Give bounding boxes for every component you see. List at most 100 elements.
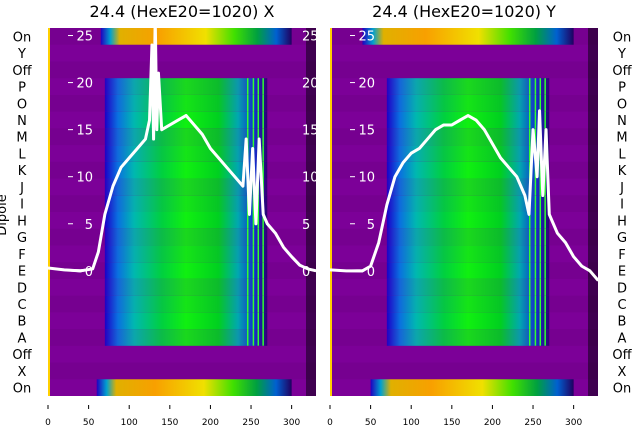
heatmap-stripe xyxy=(539,228,542,246)
heatmap-stripe xyxy=(534,245,537,263)
row-label-F: F xyxy=(618,248,625,263)
heatmap-stripe xyxy=(544,262,546,279)
heatmap-stripe xyxy=(252,128,255,146)
row-label-L: L xyxy=(18,147,26,162)
inner-y-tick-label: 20 xyxy=(358,77,375,92)
heatmap-row-Y xyxy=(48,44,316,62)
heatmap-cell-I xyxy=(386,195,550,213)
heatmap-cell-C xyxy=(104,295,268,313)
row-label-Y: Y xyxy=(17,47,26,62)
heatmap-stripe xyxy=(528,312,531,330)
inner-y-tick-label: 15 xyxy=(358,124,375,139)
heatmap-edge-dark xyxy=(306,28,316,396)
heatmap-stripe xyxy=(257,228,260,246)
heatmap-stripe xyxy=(262,128,264,146)
heatmap-panel-0: 0 0 5 5 10 10 15 15 20 20 25 25 xyxy=(48,28,319,396)
heatmap-stripe xyxy=(528,111,531,129)
heatmap-stripe xyxy=(252,212,255,229)
heatmap-stripe xyxy=(534,228,537,246)
heatmap-stripe xyxy=(539,312,542,330)
heatmap-cell-K xyxy=(386,161,550,180)
heatmap-stripe xyxy=(262,78,264,95)
heatmap-row-Off xyxy=(330,345,598,364)
row-label-M: M xyxy=(616,131,627,146)
signal-line xyxy=(48,28,316,272)
row-label-P: P xyxy=(618,81,626,96)
heatmap-stripe xyxy=(544,178,546,196)
heatmap-cell-A xyxy=(386,329,550,347)
inner-y-tick-label-right: 25 xyxy=(302,30,319,45)
row-label-N: N xyxy=(617,114,627,129)
row-label-H: H xyxy=(617,214,627,229)
heatmap-stripe xyxy=(246,212,249,229)
heatmap-stripe xyxy=(534,262,537,279)
x-tick-label: 250 xyxy=(242,418,259,428)
inner-y-tick-label: 5 xyxy=(85,218,93,233)
inner-y-tick-label: 10 xyxy=(76,171,93,186)
row-label-Off: Off xyxy=(612,64,632,79)
heatmap-stripe xyxy=(539,245,542,263)
heatmap-stripe xyxy=(544,78,546,95)
heatmap-cell-On xyxy=(100,28,292,46)
heatmap-stripe xyxy=(262,262,264,279)
heatmap-cell-E xyxy=(104,262,268,280)
heatmap-stripe xyxy=(252,262,255,279)
heatmap-stripe xyxy=(262,278,264,296)
heatmap-stripe xyxy=(262,295,264,313)
row-label-E: E xyxy=(18,265,26,280)
heatmap-cell-On xyxy=(96,379,292,396)
heatmap-stripe xyxy=(544,195,546,212)
inner-y-tick-label-right: 5 xyxy=(302,218,310,233)
heatmap-stripe xyxy=(262,245,264,263)
heatmap-stripe xyxy=(539,295,542,313)
inner-y-tick-label: 5 xyxy=(367,218,375,233)
heatmap-cell-J xyxy=(104,178,268,196)
heatmap-stripe xyxy=(252,78,255,95)
inner-y-tick-label-right: 20 xyxy=(302,77,319,92)
heatmap-stripe xyxy=(246,228,249,246)
heatmap-cell-L xyxy=(386,145,550,163)
x-tick-label: 0 xyxy=(45,418,51,428)
heatmap-stripe xyxy=(257,295,260,313)
heatmap-stripe xyxy=(246,78,249,95)
heatmap-stripe xyxy=(262,212,264,229)
x-tick-label: 200 xyxy=(484,418,501,428)
row-label-G: G xyxy=(617,231,627,246)
row-label-X: X xyxy=(618,365,627,380)
heatmap-cell-N xyxy=(386,111,550,129)
row-label-K: K xyxy=(18,164,27,179)
row-label-G: G xyxy=(17,231,27,246)
heatmap-stripe xyxy=(534,212,537,229)
heatmap-stripe xyxy=(539,94,542,112)
chart-title-0: 24.4 (HexE20=1020) X xyxy=(90,2,275,21)
heatmap-stripe xyxy=(252,111,255,129)
chart-title-1: 24.4 (HexE20=1020) Y xyxy=(372,2,556,21)
heatmap-stripe xyxy=(262,111,264,129)
heatmap-stripe xyxy=(257,278,260,296)
inner-y-tick-label: 20 xyxy=(76,77,93,92)
row-label-I: I xyxy=(20,198,24,213)
heatmap-stripe xyxy=(257,262,260,279)
heatmap-stripe xyxy=(252,329,255,346)
row-label-O: O xyxy=(617,97,627,112)
x-tick-label: 300 xyxy=(565,418,582,428)
heatmap-cell-F xyxy=(386,245,550,263)
row-label-On: On xyxy=(613,30,631,45)
heatmap-cell-P xyxy=(104,78,268,96)
heatmap-stripe xyxy=(544,212,546,229)
heatmap-stripe xyxy=(246,94,249,112)
heatmap-stripe xyxy=(262,145,264,162)
heatmap-stripe xyxy=(528,145,531,162)
heatmap-stripe xyxy=(534,312,537,330)
heatmap-stripe xyxy=(539,78,542,95)
row-label-B: B xyxy=(618,315,627,330)
heatmap-stripe xyxy=(262,161,264,179)
inner-y-tick-label: 15 xyxy=(76,124,93,139)
row-label-On: On xyxy=(13,30,31,45)
heatmap-stripe xyxy=(252,94,255,112)
heatmap-row-Off xyxy=(330,61,598,79)
row-label-X: X xyxy=(18,365,27,380)
heatmap-stripe xyxy=(252,295,255,313)
heatmap-stripe xyxy=(246,295,249,313)
